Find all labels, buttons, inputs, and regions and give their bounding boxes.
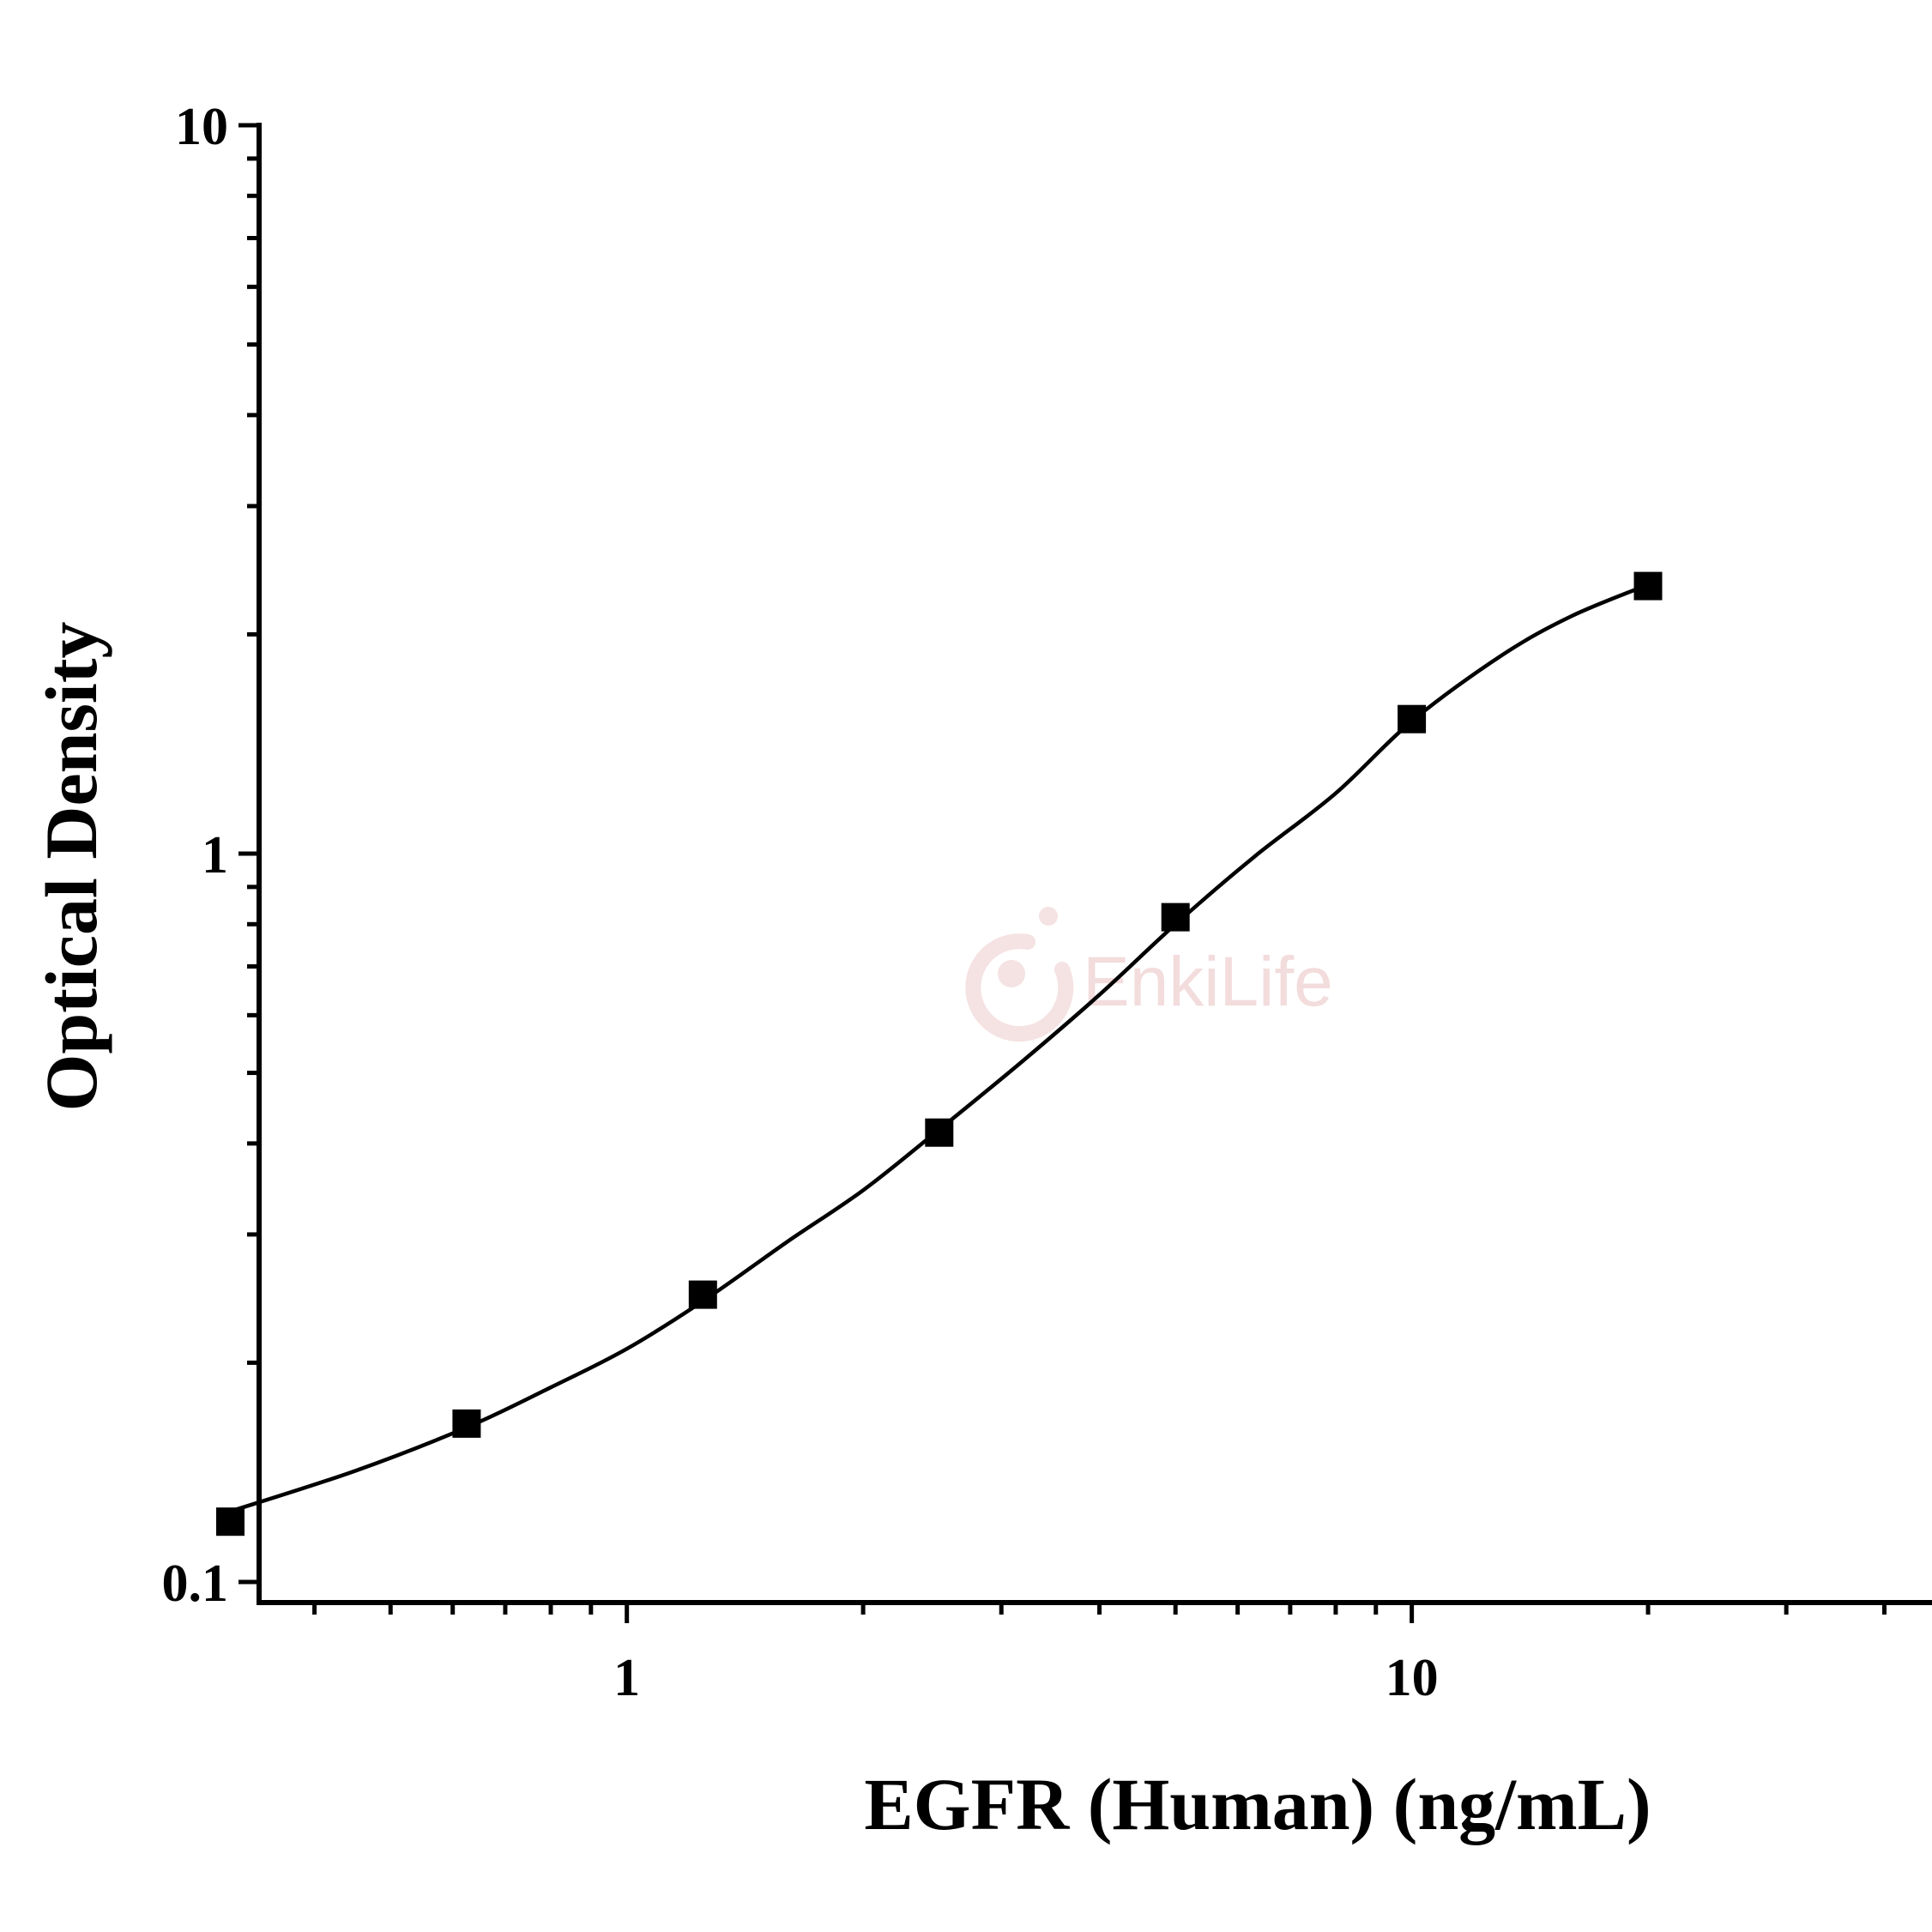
x-axis-ticks: 1 10 xyxy=(312,1603,1887,1707)
axes xyxy=(257,123,1932,1605)
watermark: EnkiLife xyxy=(965,907,1333,1042)
data-point-marker xyxy=(1633,571,1663,601)
y-axis-title: Optical Density xyxy=(30,622,112,1112)
data-point-marker xyxy=(216,1507,245,1537)
data-point-marker xyxy=(688,1280,717,1309)
watermark-text: EnkiLife xyxy=(1083,943,1333,1021)
x-axis-title: EGFR (Human) (ng/mL) xyxy=(864,1763,1651,1845)
data-point-marker xyxy=(925,1118,954,1147)
watermark-logo-icon xyxy=(965,907,1074,1042)
data-point-marker xyxy=(1398,704,1427,734)
data-point-marker xyxy=(452,1409,481,1438)
data-point-marker xyxy=(1161,903,1190,932)
fit-curve xyxy=(229,583,1649,1513)
x-tick-label: 10 xyxy=(1386,1649,1439,1707)
y-tick-label: 0.1 xyxy=(162,1555,229,1613)
data-points xyxy=(216,571,1663,1537)
y-tick-label: 1 xyxy=(202,826,228,884)
y-axis-ticks: 0.1 1 10 xyxy=(162,98,259,1613)
y-tick-label: 10 xyxy=(175,98,228,156)
x-tick-label: 1 xyxy=(613,1649,640,1707)
